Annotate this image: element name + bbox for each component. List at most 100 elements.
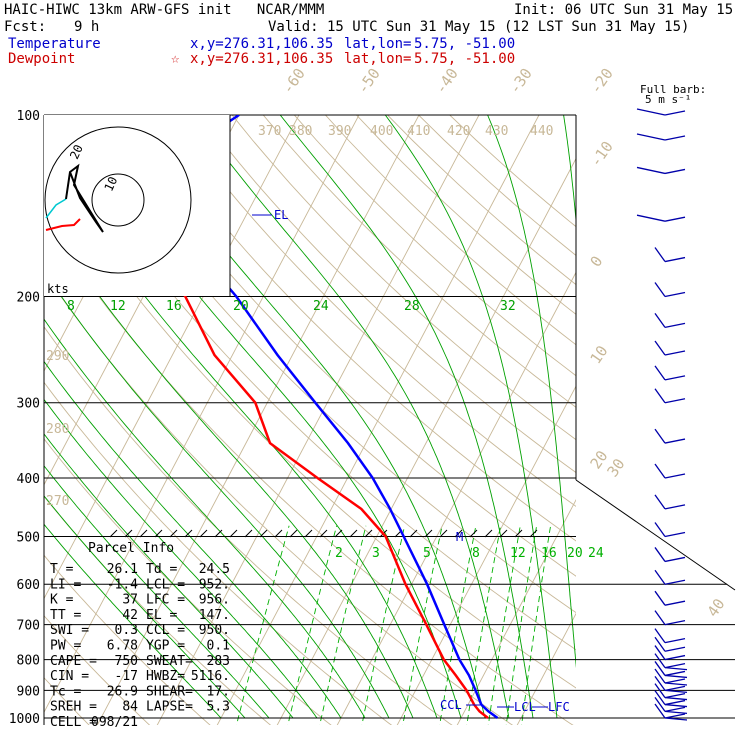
wind-barb-flag (664, 703, 688, 708)
pressure-tick-label: 900 (17, 684, 40, 699)
lcl-label: LCL (514, 700, 536, 714)
wind-barb (654, 690, 688, 708)
wind-barb-shaft (654, 676, 666, 691)
dry-adiabat-label: 430 (485, 124, 508, 139)
plot-skew-edge (575, 479, 736, 591)
lid-hatch-mark (514, 529, 523, 538)
wind-barb (654, 247, 686, 263)
pressure-tick-label: 100 (17, 109, 40, 124)
lid-hatch-mark (109, 529, 118, 538)
wind-barb-flag (664, 654, 686, 661)
wind-barb (654, 590, 686, 606)
isotherm-line (276, 157, 576, 725)
moist-adiabat-line (44, 523, 222, 719)
mixing-ratio-label: 8 (472, 546, 480, 561)
wind-barb (654, 388, 686, 404)
wind-barb-flag (664, 685, 686, 692)
parcel-param-label: SREH = (50, 700, 97, 715)
isotherm-label: -10 (587, 138, 617, 171)
mixing-ratio-label: 2 (335, 546, 343, 561)
wind-barb (654, 365, 686, 381)
isotherm-line (396, 385, 576, 725)
pressure-tick-label: 200 (17, 291, 40, 306)
wind-barb-flag (664, 713, 686, 719)
isotherm-line (516, 612, 576, 725)
parcel-param-label: SHEAR= (146, 684, 193, 699)
mixing-ratio-label: 5 (423, 546, 431, 561)
hodograph-units: kts (47, 282, 69, 296)
wind-barb (636, 133, 686, 141)
wind-barb (654, 312, 686, 329)
lid-hatch-mark (289, 529, 298, 538)
temperature-latlon: 5.75, -51.00 (414, 36, 516, 52)
parcel-param-label: CIN = (50, 669, 89, 684)
ccl-label: CCL (440, 698, 462, 712)
wind-barb (654, 645, 686, 661)
dry-adiabat-line (76, 115, 576, 614)
pressure-tick-label: 700 (17, 619, 40, 634)
lid-hatch-mark (229, 529, 238, 538)
wind-barb-shaft (654, 247, 666, 262)
parcel-info-title: Parcel Info (88, 541, 174, 556)
isotherm-label: -30 (506, 65, 536, 98)
lfc-label: LFC (548, 700, 570, 714)
wind-barb (636, 214, 686, 222)
lid-hatch-mark (154, 529, 163, 538)
wind-barb (654, 636, 686, 652)
parcel-param-label: LAPSE= (146, 700, 193, 715)
dry-adiabat-line (138, 115, 576, 542)
mixing-ratio-line (487, 525, 521, 725)
wind-barb (654, 703, 688, 721)
parcel-param-label: PW = (50, 639, 81, 654)
lid-hatch-mark (139, 529, 148, 538)
dry-adiabat-line (325, 115, 576, 346)
wind-barb-flag (664, 682, 688, 686)
moist-adiabat-line (279, 115, 534, 719)
mixing-ratio-line (505, 525, 538, 725)
parcel-param-value: 26.1 (107, 562, 138, 577)
wind-barb-shaft (654, 494, 666, 510)
mixing-ratio-line (234, 525, 290, 725)
dry-adiabat-line (44, 554, 211, 725)
moist-adiabat-label: 8 (67, 299, 75, 314)
app-title: HAIC-HIWC 13km ARW-GFS init NCAR/MMM (4, 2, 325, 18)
lid-hatch-mark (499, 529, 508, 538)
wind-barb-flag (664, 666, 688, 671)
parcel-param-value: 283 (207, 654, 230, 669)
hodograph-inner-ring (91, 173, 145, 227)
wind-barb-flag (664, 168, 686, 175)
wind-barb (654, 340, 686, 356)
el-label: EL (274, 208, 288, 222)
dry-adiabat-line (44, 677, 90, 725)
wind-barb-shaft (654, 683, 666, 698)
parcel-param-value: 0.3 (115, 623, 138, 638)
moist-adiabat-label: 16 (166, 299, 182, 314)
wind-barb-flag (664, 556, 686, 563)
mixing-ratio-label: 20 (567, 546, 583, 561)
wind-barb-shaft (654, 547, 666, 562)
moist-adiabat-line (44, 465, 270, 719)
moist-adiabat-line (77, 202, 438, 719)
isotherm-label: 40 (704, 595, 729, 620)
mixing-ratio-label: 24 (588, 546, 604, 561)
parcel-param-value: 5116. (191, 669, 230, 684)
parcel-param-label: TT = (50, 608, 81, 623)
temperature-latlon-label: lat,lon= (344, 36, 412, 52)
moist-adiabat-label: 20 (233, 299, 249, 314)
dry-adiabat-line (44, 615, 151, 725)
dry-adiabat-label: 290 (46, 349, 69, 364)
wind-barb-flag (664, 579, 686, 585)
parcel-param-label: LI = (50, 577, 81, 592)
mixing-ratio-label: 3 (372, 546, 380, 561)
dry-adiabat-label: 380 (289, 124, 312, 139)
wind-barb (654, 428, 686, 444)
lid-hatch-mark (349, 529, 358, 538)
wind-barb-flag (664, 689, 688, 694)
wind-barb (636, 166, 686, 175)
pressure-tick-label: 400 (17, 472, 40, 487)
dry-adiabat-line (231, 115, 576, 441)
moist-adiabat-line (384, 115, 558, 719)
lid-hatch-mark (469, 529, 478, 538)
pressure-tick-label: 600 (17, 578, 40, 593)
wind-barb-shaft (654, 645, 666, 660)
